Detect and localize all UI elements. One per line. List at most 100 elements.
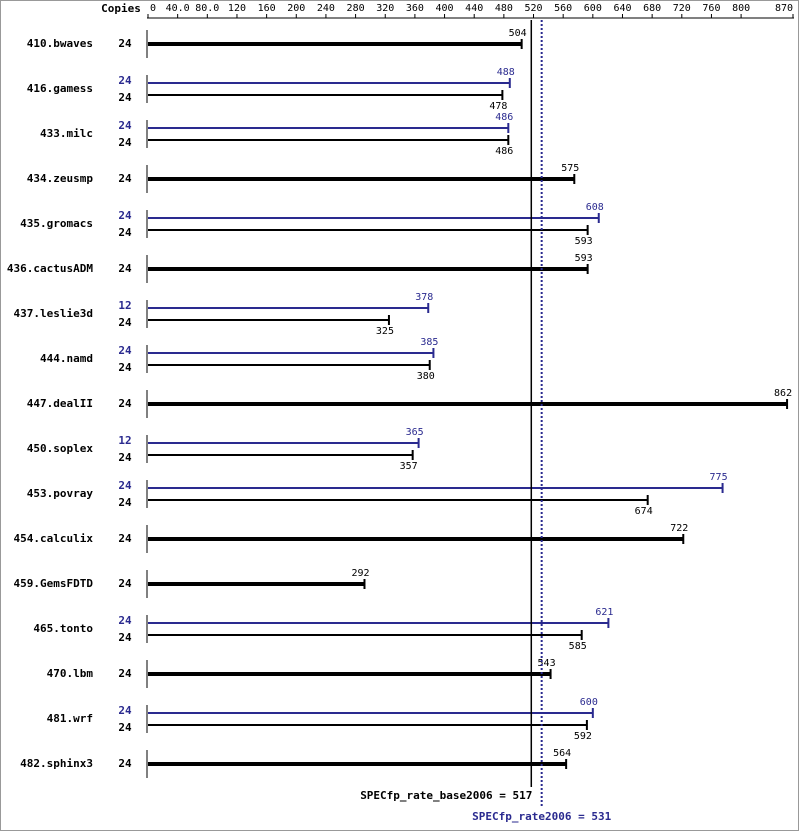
benchmark-label: 465.tonto [33, 622, 93, 635]
bar [148, 319, 389, 321]
copies-label: 24 [118, 91, 132, 104]
value-label: 486 [495, 112, 513, 123]
reference-label: SPECfp_rate2006 = 531 [472, 810, 611, 823]
benchmark-label: 482.sphinx3 [20, 757, 93, 770]
benchmark-label: 453.povray [27, 487, 94, 500]
bar [148, 82, 510, 84]
copies-label: 24 [118, 344, 132, 357]
copies-label: 24 [118, 721, 132, 734]
value-label: 621 [595, 607, 613, 618]
x-tick-label: 480 [495, 3, 513, 14]
copies-label: 24 [118, 209, 132, 222]
value-label: 504 [509, 28, 527, 39]
bar [148, 42, 522, 46]
bar [148, 499, 648, 501]
benchmark-label: 447.dealII [27, 397, 93, 410]
value-label: 608 [586, 202, 604, 213]
x-tick-label: 680 [643, 3, 661, 14]
x-tick-label: 240 [317, 3, 335, 14]
bar [148, 267, 588, 271]
copies-label: 24 [118, 614, 132, 627]
value-label: 593 [575, 236, 593, 247]
bar [148, 712, 593, 714]
bar [148, 402, 788, 406]
copies-label: 12 [118, 299, 131, 312]
bar [148, 724, 587, 726]
value-label: 357 [400, 461, 418, 472]
benchmark-label: 459.GemsFDTD [14, 577, 94, 590]
benchmark-label: 416.gamess [27, 82, 93, 95]
copies-label: 24 [118, 704, 132, 717]
copies-label: 24 [118, 74, 132, 87]
reference-label: SPECfp_rate_base2006 = 517 [360, 789, 532, 802]
value-label: 365 [406, 427, 424, 438]
bar [148, 127, 509, 129]
value-label: 564 [553, 748, 571, 759]
bar [148, 537, 684, 541]
value-label: 380 [417, 371, 435, 382]
value-label: 486 [495, 146, 513, 157]
benchmark-label: 450.soplex [27, 442, 94, 455]
bar [148, 352, 434, 354]
x-tick-label: 0 [150, 3, 156, 14]
copies-label: 24 [118, 361, 132, 374]
x-tick-label: 400 [436, 3, 454, 14]
bar [148, 454, 413, 456]
benchmark-label: 410.bwaves [27, 37, 93, 50]
value-label: 722 [670, 523, 688, 534]
value-label: 674 [635, 506, 653, 517]
benchmark-label: 437.leslie3d [14, 307, 93, 320]
copies-label: 24 [118, 479, 132, 492]
value-label: 575 [561, 163, 579, 174]
x-tick-label: 80.0 [195, 3, 219, 14]
benchmark-label: 454.calculix [14, 532, 94, 545]
bar [148, 582, 365, 586]
x-tick-label: 40.0 [166, 3, 190, 14]
value-label: 543 [538, 658, 556, 669]
value-label: 488 [497, 67, 515, 78]
benchmark-label: 481.wrf [47, 712, 93, 725]
bar [148, 622, 609, 624]
copies-label: 24 [118, 397, 132, 410]
copies-label: 24 [118, 631, 132, 644]
copies-label: 24 [118, 577, 132, 590]
copies-label: 24 [118, 172, 132, 185]
x-tick-label: 360 [406, 3, 424, 14]
copies-label: 24 [118, 757, 132, 770]
copies-label: 12 [118, 434, 131, 447]
x-tick-label: 520 [524, 3, 542, 14]
bar [148, 217, 599, 219]
value-label: 378 [415, 292, 433, 303]
value-label: 775 [710, 472, 728, 483]
bar [148, 487, 723, 489]
copies-header: Copies [101, 2, 141, 15]
value-label: 592 [574, 731, 592, 742]
value-label: 325 [376, 326, 394, 337]
benchmark-label: 434.zeusmp [27, 172, 94, 185]
bar [148, 307, 429, 309]
bar [148, 139, 509, 141]
x-tick-label: 560 [554, 3, 572, 14]
x-tick-label: 600 [584, 3, 602, 14]
value-label: 385 [420, 337, 438, 348]
copies-label: 24 [118, 119, 132, 132]
x-tick-label: 760 [702, 3, 720, 14]
x-tick-label: 640 [613, 3, 631, 14]
x-tick-label: 440 [465, 3, 483, 14]
bar [148, 442, 419, 444]
copies-label: 24 [118, 136, 132, 149]
x-tick-label: 280 [347, 3, 365, 14]
bar [148, 762, 567, 766]
bar [148, 94, 503, 96]
x-tick-label: 120 [228, 3, 246, 14]
copies-label: 24 [118, 262, 132, 275]
bar [148, 229, 588, 231]
value-label: 593 [575, 253, 593, 264]
copies-label: 24 [118, 316, 132, 329]
copies-label: 24 [118, 532, 132, 545]
x-tick-label: 320 [376, 3, 394, 14]
x-tick-label: 800 [732, 3, 750, 14]
benchmark-label: 433.milc [40, 127, 93, 140]
